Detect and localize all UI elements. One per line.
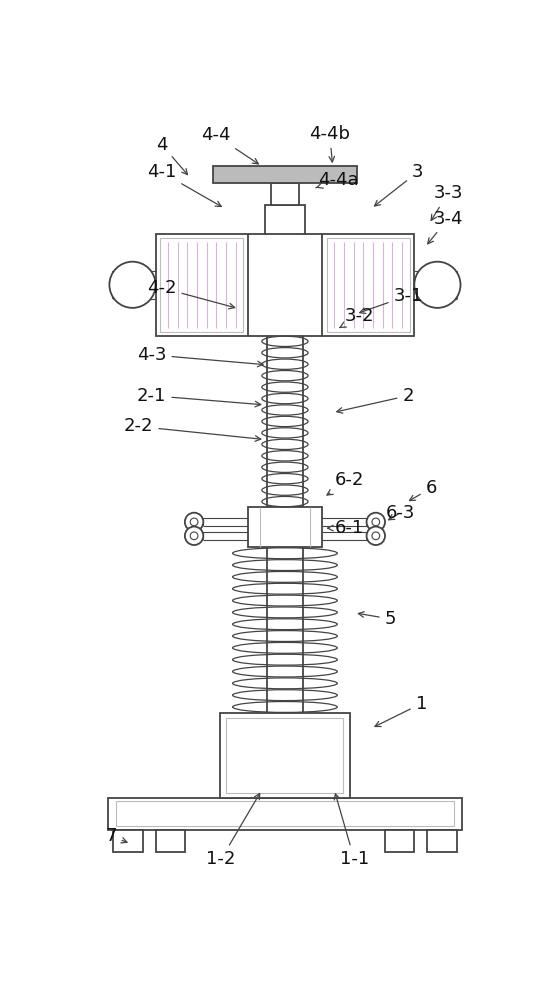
Circle shape (366, 513, 385, 531)
Circle shape (190, 532, 198, 540)
Text: 6: 6 (409, 479, 437, 501)
Text: 3-1: 3-1 (360, 287, 423, 313)
Text: 4-4: 4-4 (201, 126, 259, 164)
Text: 4: 4 (156, 136, 187, 175)
Circle shape (372, 518, 380, 526)
Bar (265, 205, 305, 234)
Bar (326, 238, 410, 332)
Bar (108, 798, 462, 830)
Text: 4-2: 4-2 (147, 279, 235, 309)
Text: 1-1: 1-1 (334, 794, 369, 868)
Text: 4-1: 4-1 (147, 163, 221, 206)
Circle shape (372, 532, 380, 540)
Bar (267, 544, 302, 717)
Bar (156, 234, 248, 336)
Text: 1-2: 1-2 (206, 793, 260, 868)
Text: 6-1: 6-1 (327, 519, 364, 537)
Text: 6-3: 6-3 (386, 504, 415, 522)
Circle shape (185, 527, 203, 545)
Bar (428, 830, 456, 852)
Bar (267, 336, 302, 507)
Text: 2: 2 (337, 387, 414, 413)
Bar (160, 238, 244, 332)
Text: 1: 1 (375, 695, 427, 726)
Text: 7: 7 (105, 827, 127, 845)
Bar (212, 166, 358, 183)
Bar (226, 718, 344, 793)
Text: 6-2: 6-2 (327, 471, 364, 495)
Bar (322, 234, 414, 336)
Text: 3-4: 3-4 (428, 210, 463, 244)
Circle shape (185, 513, 203, 531)
Circle shape (190, 518, 198, 526)
Text: 4-3: 4-3 (137, 346, 263, 367)
Text: 3-2: 3-2 (340, 307, 374, 328)
Bar (271, 183, 299, 205)
Text: 2-1: 2-1 (137, 387, 261, 407)
Text: 2-2: 2-2 (124, 417, 261, 441)
Text: 3: 3 (375, 163, 423, 206)
Text: 3-3: 3-3 (431, 184, 463, 220)
Circle shape (414, 262, 460, 308)
Text: 4-4b: 4-4b (309, 125, 350, 162)
Text: 4-4a: 4-4a (316, 171, 359, 189)
Circle shape (366, 527, 385, 545)
Text: 5: 5 (359, 610, 396, 628)
Bar (113, 830, 142, 852)
Bar (156, 830, 185, 852)
Bar (220, 713, 350, 798)
Bar (116, 801, 454, 826)
Bar (385, 830, 414, 852)
Circle shape (110, 262, 156, 308)
Bar (248, 507, 322, 547)
